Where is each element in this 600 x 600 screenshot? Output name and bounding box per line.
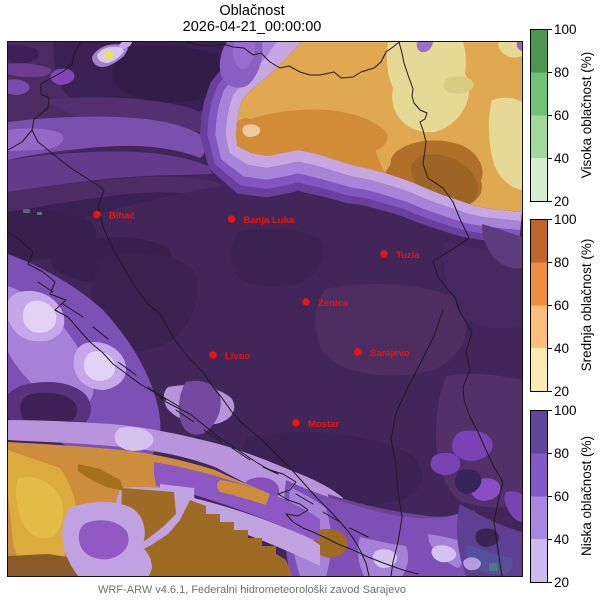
svg-text:Zenica: Zenica bbox=[318, 298, 349, 309]
svg-text:Banja Luka: Banja Luka bbox=[244, 215, 295, 226]
svg-text:Tuzla: Tuzla bbox=[396, 250, 420, 261]
svg-text:Bihać: Bihać bbox=[109, 211, 135, 222]
svg-text:Mostar: Mostar bbox=[308, 419, 339, 430]
svg-text:Sarajevo: Sarajevo bbox=[370, 348, 410, 359]
svg-text:Livno: Livno bbox=[225, 351, 251, 362]
